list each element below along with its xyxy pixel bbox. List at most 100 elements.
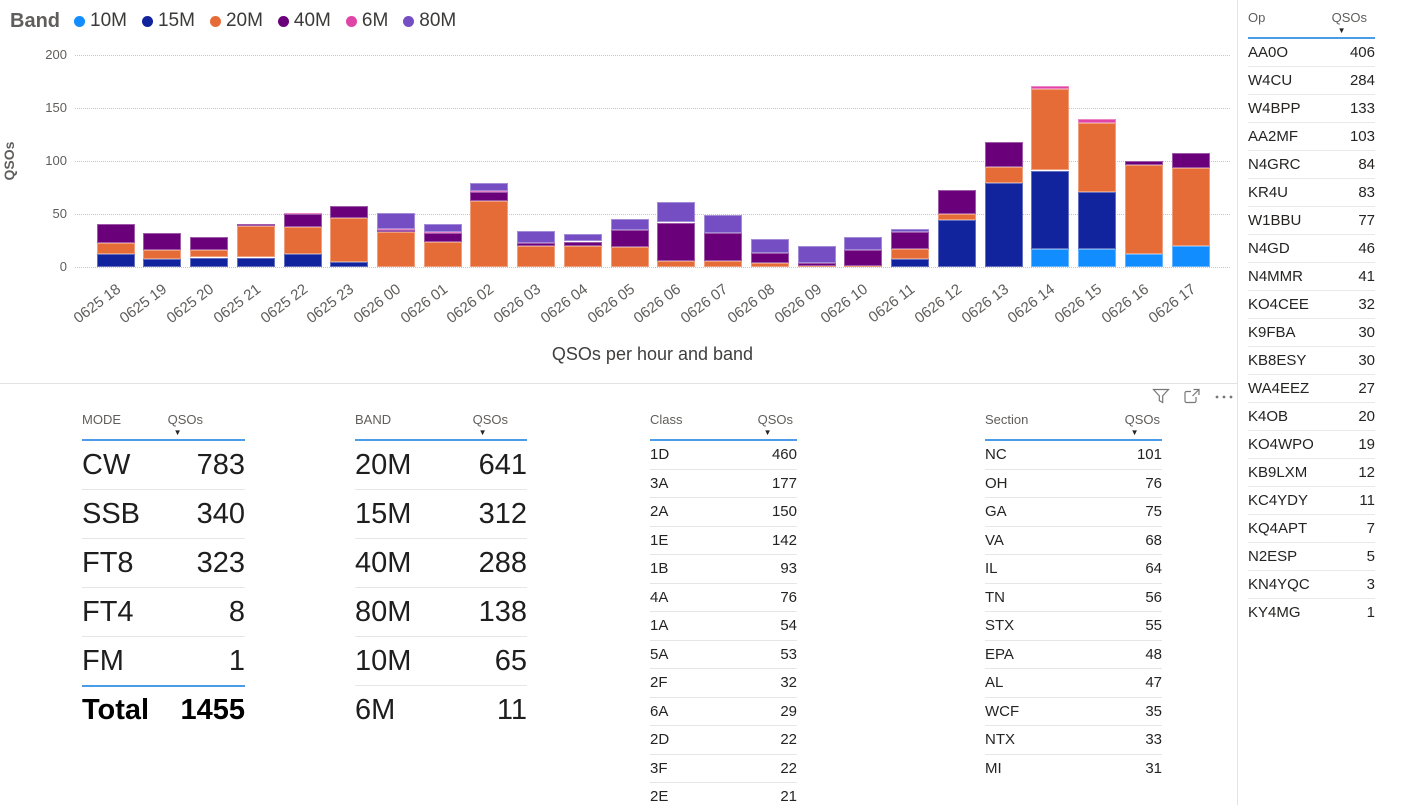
table-row[interactable]: 15M 312 <box>355 489 527 538</box>
bar-segment-40m[interactable] <box>330 205 369 219</box>
column-header-qsos[interactable]: QSOs ▼ <box>1332 10 1367 35</box>
bar-segment-20m[interactable] <box>96 242 135 255</box>
more-options-icon[interactable] <box>1214 388 1234 405</box>
column-header-qsos[interactable]: QSOs ▼ <box>758 412 793 437</box>
bar-segment-15m[interactable] <box>283 254 322 267</box>
column-header-qsos[interactable]: QSOs ▼ <box>473 412 508 437</box>
table-row[interactable]: KO4WPO 19 <box>1248 430 1375 458</box>
bar-segment-6m[interactable] <box>423 232 462 234</box>
bar-segment-80m[interactable] <box>797 245 836 263</box>
bar-segment-40m[interactable] <box>190 237 228 250</box>
bar-segment-10m[interactable] <box>1031 249 1070 267</box>
table-row[interactable]: K9FBA 30 <box>1248 318 1375 346</box>
table-row[interactable]: 1E 142 <box>650 525 797 555</box>
bar-segment-20m[interactable] <box>937 214 976 221</box>
table-row[interactable]: KB8ESY 30 <box>1248 346 1375 374</box>
table-row[interactable]: 2E 21 <box>650 782 797 811</box>
table-row[interactable]: VA 68 <box>985 525 1162 555</box>
table-row[interactable]: 10M 65 <box>355 636 527 685</box>
bar-segment-80m[interactable] <box>657 202 696 223</box>
bar-segment-15m[interactable] <box>96 254 135 267</box>
bar-segment-40m[interactable] <box>797 262 836 266</box>
bar-segment-80m[interactable] <box>376 212 415 229</box>
table-row[interactable]: KB9LXM 12 <box>1248 458 1375 486</box>
bar-segment-10m[interactable] <box>1124 254 1163 267</box>
table-row[interactable]: N4GRC 84 <box>1248 150 1375 178</box>
focus-mode-icon[interactable] <box>1183 388 1201 405</box>
bar-segment-20m[interactable] <box>1171 168 1210 246</box>
bar-segment-20m[interactable] <box>797 265 836 267</box>
table-row[interactable]: CW 783 <box>82 441 245 489</box>
bar-segment-80m[interactable] <box>704 215 743 234</box>
bar-segment-20m[interactable] <box>190 250 228 258</box>
table-row[interactable]: 2A 150 <box>650 497 797 526</box>
bar-segment-10m[interactable] <box>1171 245 1210 267</box>
table-row[interactable]: AA0O 406 <box>1248 39 1375 66</box>
table-row[interactable]: 40M 288 <box>355 538 527 587</box>
bar-segment-20m[interactable] <box>236 225 275 258</box>
table-row[interactable]: W4CU 284 <box>1248 66 1375 94</box>
column-header-band[interactable]: BAND <box>355 412 392 427</box>
table-row[interactable]: W4BPP 133 <box>1248 94 1375 122</box>
legend-item-20m[interactable]: 20M <box>209 10 263 32</box>
bar-segment-20m[interactable] <box>1124 165 1163 255</box>
bar-segment-20m[interactable] <box>891 249 930 259</box>
bar-segment-80m[interactable] <box>517 231 556 243</box>
bar-segment-40m[interactable] <box>937 189 976 214</box>
bar-segment-40m[interactable] <box>610 229 649 247</box>
bar-segment-20m[interactable] <box>283 226 322 255</box>
table-row[interactable]: FT8 323 <box>82 538 245 587</box>
table-row[interactable]: KN4YQC 3 <box>1248 570 1375 598</box>
table-row[interactable]: STX 55 <box>985 611 1162 640</box>
filter-icon[interactable] <box>1152 388 1170 405</box>
bar-segment-40m[interactable] <box>517 242 556 246</box>
column-header-qsos[interactable]: QSOs ▼ <box>1125 412 1160 437</box>
bar-segment-6m[interactable] <box>376 228 415 230</box>
bar-segment-40m[interactable] <box>470 191 509 202</box>
table-row[interactable]: EPA 48 <box>985 639 1162 669</box>
bar-segment-40m[interactable] <box>283 214 322 227</box>
bar-segment-80m[interactable] <box>891 228 930 232</box>
bar-segment-80m[interactable] <box>750 239 789 254</box>
column-header-mode[interactable]: MODE <box>82 412 121 427</box>
table-row[interactable]: 1B 93 <box>650 554 797 583</box>
bar-segment-20m[interactable] <box>657 260 696 267</box>
table-row[interactable]: N4MMR 41 <box>1248 262 1375 290</box>
table-row[interactable]: K4OB 20 <box>1248 402 1375 430</box>
bar-segment-20m[interactable] <box>1031 88 1070 171</box>
table-row[interactable]: N2ESP 5 <box>1248 542 1375 570</box>
bar-segment-40m[interactable] <box>891 232 930 249</box>
table-row[interactable]: KY4MG 1 <box>1248 598 1375 626</box>
bar-segment-20m[interactable] <box>423 241 462 267</box>
bar-segment-20m[interactable] <box>844 265 883 267</box>
table-row[interactable]: IL 64 <box>985 554 1162 583</box>
table-row[interactable]: 3F 22 <box>650 753 797 783</box>
table-row[interactable]: NTX 33 <box>985 725 1162 754</box>
bar-segment-20m[interactable] <box>330 218 369 262</box>
bar-segment-20m[interactable] <box>984 167 1023 184</box>
column-header-class[interactable]: Class <box>650 412 683 427</box>
table-row[interactable]: AA2MF 103 <box>1248 122 1375 150</box>
bar-segment-40m[interactable] <box>984 141 1023 168</box>
table-row[interactable]: TN 56 <box>985 582 1162 612</box>
table-row[interactable]: MI 31 <box>985 753 1162 783</box>
bar-segment-40m[interactable] <box>844 250 883 266</box>
bar-segment-40m[interactable] <box>376 229 415 232</box>
bar-segment-20m[interactable] <box>376 232 415 267</box>
bar-segment-6m[interactable] <box>470 190 509 192</box>
legend-item-10m[interactable]: 10M <box>74 10 127 32</box>
table-row[interactable]: 6M 11 <box>355 685 527 734</box>
table-row[interactable]: 20M 641 <box>355 441 527 489</box>
table-row[interactable]: 1D 460 <box>650 441 797 469</box>
bar-segment-40m[interactable] <box>750 253 789 263</box>
table-row[interactable]: WCF 35 <box>985 696 1162 726</box>
bar-segment-40m[interactable] <box>1171 152 1210 169</box>
bar-segment-15m[interactable] <box>236 257 275 267</box>
bar-segment-80m[interactable] <box>610 219 649 230</box>
bar-segment-20m[interactable] <box>704 260 743 267</box>
bar-segment-20m[interactable] <box>610 246 649 267</box>
bar-segment-20m[interactable] <box>143 250 182 259</box>
legend-item-15m[interactable]: 15M <box>141 10 195 32</box>
bar-segment-15m[interactable] <box>937 220 976 267</box>
legend-item-40m[interactable]: 40M <box>277 10 331 32</box>
